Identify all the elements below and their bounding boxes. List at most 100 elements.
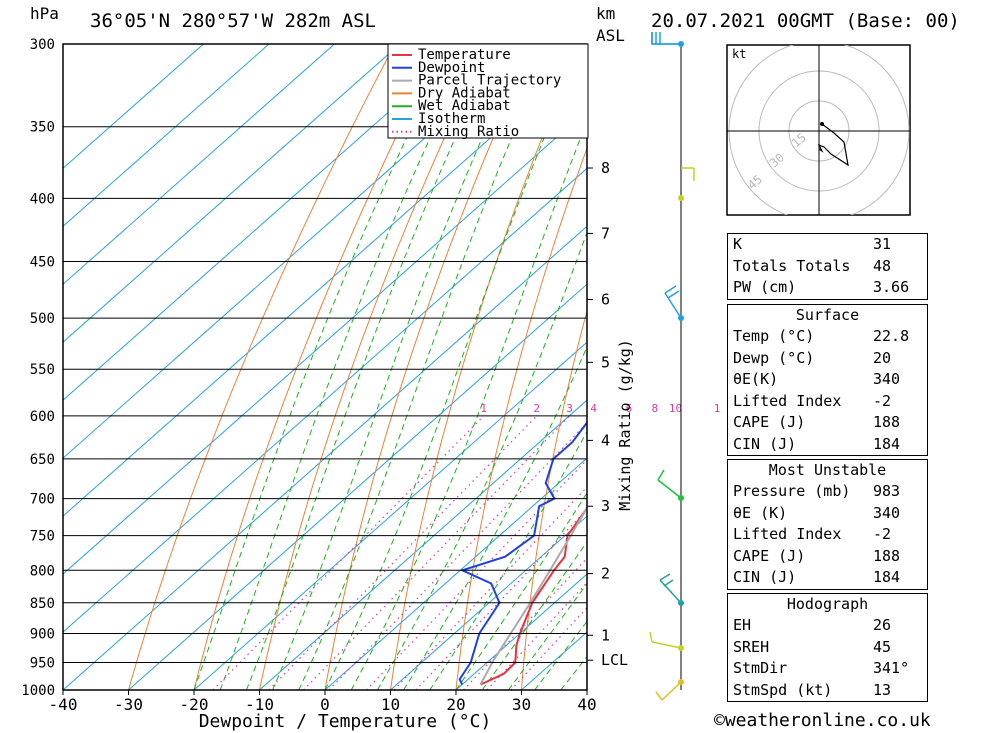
hodograph-title: Hodograph [786, 595, 869, 613]
surface-value: 22.8 [873, 327, 910, 345]
pressure-tick-label: 400 [30, 191, 55, 207]
mu-label: θE (K) [733, 503, 788, 522]
wind-barb-icon [649, 631, 682, 649]
hodograph-trace [817, 123, 849, 167]
mixing-ratio-label: 2 [533, 402, 540, 415]
most-unstable-panel: Most Unstable Pressure (mb) 983 θE (K) 340… [727, 459, 928, 590]
altitude-tick-label: 2 [601, 565, 610, 583]
surface-label: CIN (J) [733, 434, 797, 453]
wind-barb-icon [655, 681, 682, 701]
pressure-tick-label: 700 [30, 492, 55, 508]
surface-value: 340 [873, 370, 901, 388]
surface-label: θE(K) [733, 370, 779, 388]
x-axis-title: Dewpoint / Temperature (°C) [199, 711, 492, 732]
mixing-ratio-label: 3 [566, 402, 573, 415]
surface-value: -2 [873, 391, 892, 410]
index-value: 48 [873, 256, 892, 275]
isotherm-line [63, 44, 335, 285]
index-label: PW (cm) [733, 278, 797, 296]
surface-value: 184 [873, 434, 901, 453]
x-tick-label: 0 [320, 695, 330, 714]
isotherm-line [128, 283, 587, 690]
wet-adiabat-line [481, 540, 587, 690]
mixing-ratio-axis-title: Mixing Ratio (g/kg) [616, 339, 634, 511]
dry-adiabat-line [128, 44, 396, 690]
surface-value: 188 [873, 413, 901, 431]
legend-label: Wet Adiabat [418, 98, 511, 114]
mu-value: 188 [873, 546, 901, 565]
wet-adiabat-line [560, 655, 587, 690]
pressure-tick-label: 750 [30, 529, 55, 545]
mu-label: Pressure (mb) [733, 482, 851, 500]
isotherm-line [63, 44, 532, 459]
isotherm-line [63, 51, 587, 517]
isotherm-line [63, 225, 587, 690]
plot-frame [62, 43, 588, 691]
altitude-tick-label: 4 [601, 431, 610, 449]
pressure-tick-label: 1000 [21, 683, 55, 699]
isotherm-line [63, 44, 466, 401]
surface-label: CAPE (J) [733, 413, 806, 431]
wind-barb-icon [657, 469, 682, 499]
hodograph-panel: Hodograph EH 26 SREH 45 StmDir 341° StmSpd … [727, 593, 928, 702]
pressure-tick-label: 800 [30, 563, 55, 579]
hodo-value: 341° [873, 659, 910, 677]
pressure-tick-label: 350 [30, 120, 55, 136]
asl-label: ASL [596, 26, 625, 45]
dry-adiabat-line [717, 44, 720, 690]
hodo-value: 13 [873, 680, 892, 699]
wet-adiabat-line [298, 44, 553, 690]
isotherm-line [63, 44, 401, 343]
hodo-label: EH [733, 616, 752, 634]
x-tick-label: -40 [49, 695, 78, 714]
pressure-tick-label: 600 [30, 409, 55, 425]
altitude-tick-label: 5 [601, 353, 610, 371]
mixing-ratio-label: 16 [714, 402, 720, 415]
wind-barb-icon [664, 285, 682, 319]
pressure-tick-label: 450 [30, 255, 55, 271]
legend-label: Temperature [418, 47, 511, 63]
legend-label: Dewpoint [418, 60, 485, 76]
mixing-ratio-label: 1 [480, 402, 487, 415]
isotherm-line [63, 44, 204, 169]
hodo-label: SREH [733, 637, 770, 656]
wet-adiabat-line [455, 492, 587, 690]
mu-label: CIN (J) [733, 568, 797, 586]
x-tick-label: 30 [512, 695, 531, 714]
pressure-tick-label: 650 [30, 452, 55, 468]
mu-value: 340 [873, 503, 901, 522]
index-label: K [733, 235, 743, 253]
legend-box [387, 43, 589, 139]
legend-label: Mixing Ratio [418, 124, 519, 140]
dry-adiabat-line [259, 44, 489, 690]
wet-adiabat-line [324, 44, 584, 690]
surface-panel: Surface Temp (°C) 22.8 Dewp (°C) 20 θE(K) 3… [727, 304, 928, 456]
dry-adiabat-line [521, 308, 587, 690]
mixing-ratio-line [212, 415, 485, 690]
mu-label: CAPE (J) [733, 546, 806, 565]
pressure-tick-label: 900 [30, 626, 55, 642]
series-parcel-trajectory [479, 505, 587, 686]
mixing-ratio-label: 10 [669, 402, 682, 415]
wet-adiabat-line [350, 120, 587, 690]
hodo-value: 26 [873, 616, 892, 634]
hodo-label: StmSpd (kt) [733, 680, 833, 699]
x-tick-label: -20 [180, 695, 209, 714]
wind-level-dot [678, 195, 684, 201]
pressure-unit-label: hPa [30, 4, 59, 23]
wet-adiabat-line [219, 44, 476, 690]
pressure-tick-label: 300 [30, 37, 55, 53]
copyright-link[interactable]: ©weatheronline.co.uk [714, 710, 931, 731]
altitude-tick-label: 6 [601, 291, 610, 309]
hodograph-chart: 15 30 45 kt [726, 44, 911, 216]
hodograph-start-dot [820, 122, 824, 126]
mixing-ratio-line [486, 581, 587, 690]
pressure-tick-label: 850 [30, 596, 55, 612]
altitude-tick-label: LCL [601, 651, 628, 669]
isotherm-line [63, 44, 270, 227]
dry-adiabat-line [653, 44, 721, 690]
isotherm-line [324, 457, 587, 690]
isotherm-line [193, 341, 587, 690]
wet-adiabat-line [193, 44, 453, 690]
wet-adiabat-line [507, 582, 587, 690]
